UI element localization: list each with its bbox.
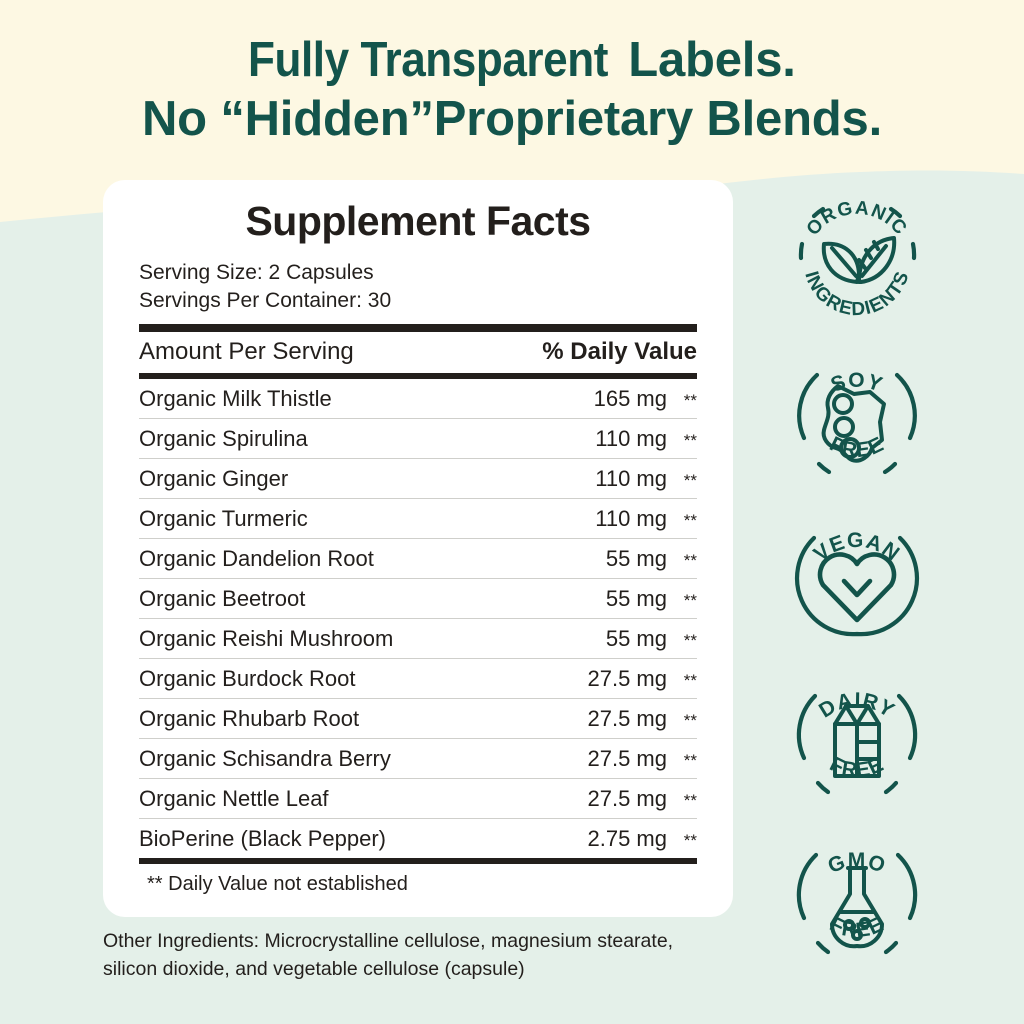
ingredient-name: Organic Ginger xyxy=(139,466,289,492)
ingredient-name: BioPerine (Black Pepper) xyxy=(139,826,387,852)
ingredient-amount: 27.5 mg xyxy=(587,706,668,732)
row-divider xyxy=(139,818,697,820)
ingredient-daily-value: ** xyxy=(683,831,697,851)
badge-organic-ingredients: ORGANIC INGREDIENTS xyxy=(798,198,917,320)
heart-check-icon xyxy=(817,552,897,623)
ingredient-daily-value: ** xyxy=(683,791,697,811)
table-row: Organic Dandelion Root 55 mg ** xyxy=(139,539,697,578)
rule-below-header xyxy=(139,373,697,380)
ingredient-amount: 55 mg xyxy=(605,546,667,572)
ingredient-name: Organic Burdock Root xyxy=(139,666,356,692)
table-row: Organic Turmeric 110 mg ** xyxy=(139,499,697,538)
table-row: Organic Schisandra Berry 27.5 mg ** xyxy=(139,739,697,778)
table-row: Organic Spirulina 110 mg ** xyxy=(139,419,697,458)
badge-organic-top-text: ORGANIC xyxy=(803,198,912,240)
ingredient-name: Organic Dandelion Root xyxy=(139,546,374,572)
badge-gmo-free: GMO FREE xyxy=(796,849,918,955)
headline-line-1: Fully Transparent Labels. xyxy=(0,34,1024,87)
ingredient-daily-value: ** xyxy=(683,391,697,411)
leaves-icon xyxy=(821,236,897,284)
row-divider xyxy=(139,578,697,580)
headline-line-2: No “Hidden” Proprietary Blends. xyxy=(0,91,1024,146)
ingredient-name: Organic Beetroot xyxy=(139,586,306,612)
headline-line2-strong: No “Hidden” xyxy=(141,91,434,146)
serving-size: Serving Size: 2 Capsules xyxy=(139,261,374,284)
ingredient-daily-value: ** xyxy=(683,711,697,731)
ingredient-name: Organic Reishi Mushroom xyxy=(139,626,394,652)
flask-icon xyxy=(829,866,885,949)
certification-badges: ORGANIC INGREDIENTS SOY xyxy=(782,182,942,977)
table-row: Organic Milk Thistle 165 mg ** xyxy=(139,379,697,418)
column-header-daily-value: % Daily Value xyxy=(542,338,697,366)
row-divider xyxy=(139,458,697,460)
ingredient-daily-value: ** xyxy=(683,631,697,651)
supplement-facts-card: Supplement Facts Serving Size: 2 Capsule… xyxy=(103,180,733,917)
servings-per-container: Servings Per Container: 30 xyxy=(139,288,392,312)
ingredient-daily-value: ** xyxy=(683,671,697,691)
page-headline: Fully Transparent Labels. No “Hidden” Pr… xyxy=(0,34,1024,146)
ingredient-name: Organic Nettle Leaf xyxy=(139,786,329,812)
serving-info: Serving Size: 2 Capsules Servings Per Co… xyxy=(125,259,711,314)
ingredient-amount: 110 mg xyxy=(595,506,667,532)
table-row: Organic Burdock Root 27.5 mg ** xyxy=(139,659,697,698)
ingredient-daily-value: ** xyxy=(683,431,697,451)
ingredient-daily-value: ** xyxy=(683,471,697,491)
ingredient-amount: 165 mg xyxy=(593,386,667,412)
row-divider xyxy=(139,658,697,660)
supplement-facts-title: Supplement Facts xyxy=(245,198,591,244)
ingredient-daily-value: ** xyxy=(683,751,697,771)
other-ingredients-line-1: Other Ingredients: Microcrystalline cell… xyxy=(103,930,674,952)
row-divider xyxy=(139,618,697,620)
daily-value-footnote: ** Daily Value not established xyxy=(147,873,408,896)
table-row: Organic Rhubarb Root 27.5 mg ** xyxy=(139,699,697,738)
rule-above-header xyxy=(139,324,697,333)
table-row: Organic Ginger 110 mg ** xyxy=(139,459,697,498)
table-header-row: Amount Per Serving % Daily Value xyxy=(139,332,697,373)
table-row: Organic Beetroot 55 mg ** xyxy=(139,579,697,618)
table-row: BioPerine (Black Pepper) 2.75 mg ** xyxy=(139,819,697,858)
soybean-pod-icon xyxy=(821,384,886,463)
ingredient-name: Organic Spirulina xyxy=(139,426,308,452)
ingredient-amount: 110 mg xyxy=(595,426,667,452)
badge-gmo-top-text: GMO xyxy=(825,849,889,878)
ingredient-amount: 55 mg xyxy=(605,586,667,612)
row-divider xyxy=(139,778,697,780)
row-divider xyxy=(139,698,697,700)
ingredient-amount: 27.5 mg xyxy=(587,786,668,812)
row-divider xyxy=(139,418,697,420)
ingredient-daily-value: ** xyxy=(683,551,697,571)
ingredient-name: Organic Rhubarb Root xyxy=(139,706,360,732)
badge-soy-free: SOY FREE xyxy=(797,369,917,475)
ingredient-name: Organic Turmeric xyxy=(139,506,308,532)
other-ingredients-line-2: silicon dioxide, and vegetable cellulose… xyxy=(103,957,525,980)
ingredient-daily-value: ** xyxy=(683,511,697,531)
ingredient-amount: 110 mg xyxy=(595,466,667,492)
ingredient-amount: 2.75 mg xyxy=(587,826,668,852)
headline-line1-light: Labels. xyxy=(628,33,796,87)
ingredient-amount: 55 mg xyxy=(605,626,667,652)
badge-vegan: VEGAN xyxy=(794,529,920,637)
row-divider xyxy=(139,738,697,740)
headline-line1-strong: Fully Transparent xyxy=(248,33,609,87)
ingredient-table: Organic Milk Thistle 165 mg ** Organic Spir… xyxy=(125,379,711,858)
ingredient-daily-value: ** xyxy=(683,591,697,611)
ingredient-name: Organic Milk Thistle xyxy=(139,386,332,412)
milk-carton-icon xyxy=(833,704,881,778)
rule-below-rows xyxy=(139,858,697,865)
ingredient-name: Organic Schisandra Berry xyxy=(139,746,391,772)
table-row: Organic Nettle Leaf 27.5 mg ** xyxy=(139,779,697,818)
column-header-amount: Amount Per Serving xyxy=(139,338,354,366)
table-row: Organic Reishi Mushroom 55 mg ** xyxy=(139,619,697,658)
other-ingredients-text: Other Ingredients: Microcrystalline cell… xyxy=(103,928,743,983)
headline-line2-light: Proprietary Blends. xyxy=(433,91,882,146)
ingredient-amount: 27.5 mg xyxy=(587,746,668,772)
row-divider xyxy=(139,538,697,540)
badge-dairy-free: DAIRY FREE xyxy=(796,689,918,795)
row-divider xyxy=(139,498,697,500)
ingredient-amount: 27.5 mg xyxy=(587,666,668,692)
